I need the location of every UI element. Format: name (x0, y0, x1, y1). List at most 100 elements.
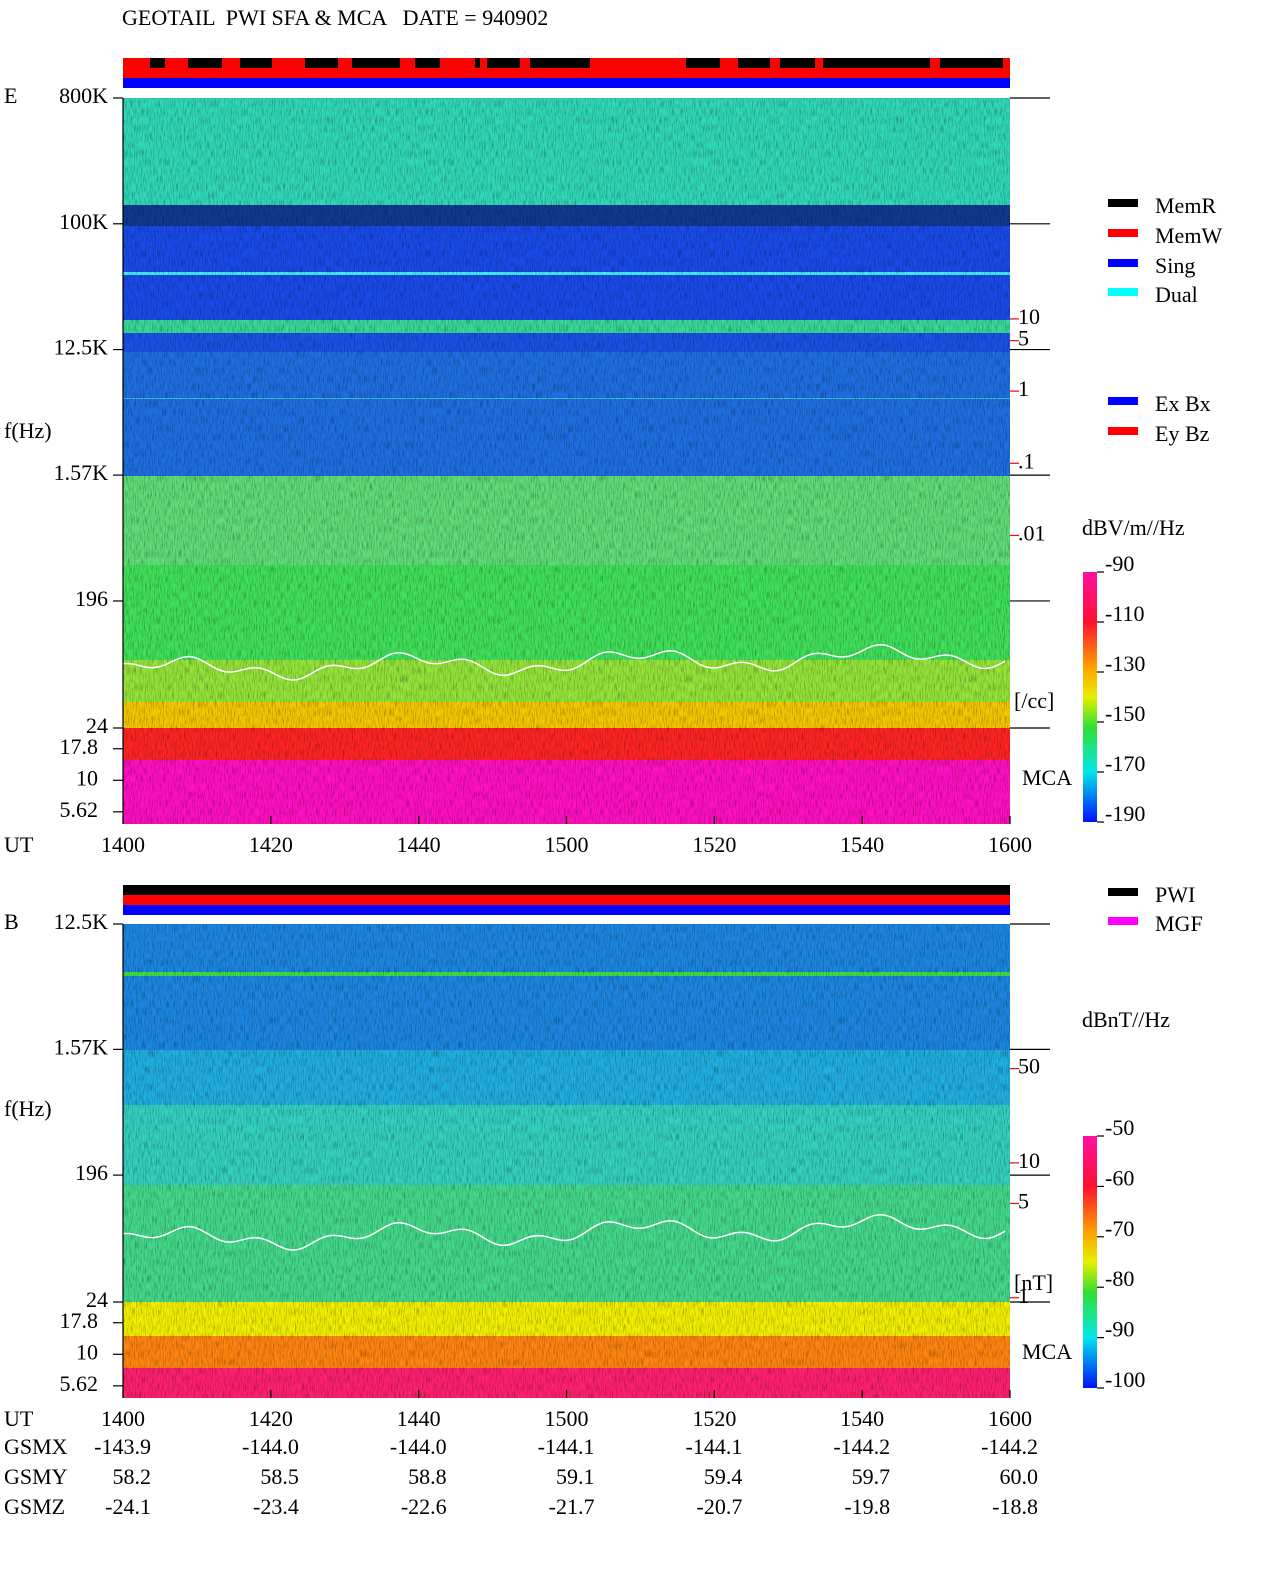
x-tick-label: 1440 (397, 1406, 441, 1431)
density-trace (122, 643, 1006, 681)
status-bar (123, 895, 1010, 905)
status-bar (123, 58, 1010, 68)
legend-label: Ex Bx (1155, 391, 1211, 416)
legend-swatch (1108, 229, 1138, 237)
colorbar-tick-label: -50 (1105, 1115, 1134, 1140)
colorbar-tick-label: -80 (1105, 1266, 1134, 1291)
legend-label: Dual (1155, 282, 1198, 307)
colorbar-tick-label: -90 (1105, 1317, 1134, 1342)
x-tick-label: 1500 (545, 1406, 589, 1431)
x-axis-label: UT (4, 1406, 34, 1431)
legend-swatch (1108, 259, 1138, 267)
orbit-value: -19.8 (844, 1494, 890, 1519)
orbit-value: 60.0 (1000, 1464, 1039, 1489)
y2-tick-label: .1 (1018, 448, 1035, 473)
orbit-value: -144.0 (242, 1434, 299, 1459)
status-segment (590, 58, 686, 68)
density-trace (122, 1213, 1006, 1251)
orbit-value: -22.6 (401, 1494, 447, 1519)
orbit-value: 58.8 (408, 1464, 447, 1489)
x-tick-label: 1600 (988, 1406, 1032, 1431)
legend-swatch (1108, 888, 1138, 896)
orbit-value: -144.1 (686, 1434, 743, 1459)
y2-tick-label: 5 (1018, 1189, 1029, 1214)
status-segment (123, 58, 150, 68)
legend-label: Sing (1155, 253, 1195, 278)
y-tick-label: 1.57K (54, 1034, 109, 1059)
x-tick-label: 1520 (692, 832, 736, 857)
y2-tick-label: 5 (1018, 326, 1029, 351)
status-segment (815, 58, 823, 68)
orbit-value: -144.2 (833, 1434, 890, 1459)
x-tick-label: 1420 (249, 832, 293, 857)
status-segment (720, 58, 738, 68)
status-bar (123, 905, 1010, 915)
y-tick-label: 12.5K (54, 335, 109, 360)
status-segment (930, 58, 940, 68)
mca-label: MCA (1022, 765, 1072, 790)
y2-tick-label: 10 (1018, 304, 1040, 329)
colorbar-tick-label: -100 (1105, 1367, 1145, 1392)
mca-tick-label: 17.8 (60, 1308, 99, 1333)
status-segment (1003, 58, 1010, 68)
y2-tick-label: 1 (1018, 376, 1029, 401)
status-segment (480, 58, 487, 68)
colorbar-label: dBnT//Hz (1082, 1007, 1170, 1032)
y2-tick-label: 10 (1018, 1148, 1040, 1173)
x-tick-label: 1400 (101, 832, 145, 857)
status-segment (770, 58, 780, 68)
colorbar (1083, 1136, 1097, 1388)
status-segment (165, 58, 188, 68)
orbit-value: -21.7 (549, 1494, 595, 1519)
x-tick-label: 1600 (988, 832, 1032, 857)
legend-swatch (1108, 917, 1138, 925)
status-segment (272, 58, 305, 68)
y-tick-label: 196 (75, 1160, 108, 1185)
orbit-name: GSMX (4, 1434, 68, 1459)
spectrogram-texture (123, 924, 1010, 1398)
legend-label: MemR (1155, 193, 1216, 218)
orbit-value: -23.4 (253, 1494, 299, 1519)
y2-tick-label: 1 (1018, 1283, 1029, 1308)
page-title: GEOTAIL PWI SFA & MCA DATE = 940902 (122, 5, 548, 30)
legend-label: Ey Bz (1155, 421, 1210, 446)
legend-swatch (1108, 427, 1138, 435)
mca-tick-label: 5.62 (60, 1371, 99, 1396)
y-tick-label: 100K (59, 209, 108, 234)
status-segment (520, 58, 530, 68)
mca-tick-label: 10 (76, 1339, 98, 1364)
colorbar-tick-label: -60 (1105, 1165, 1134, 1190)
colorbar-tick-label: -170 (1105, 751, 1145, 776)
status-bar (123, 78, 1010, 88)
y-tick-label: 24 (86, 713, 108, 738)
colorbar-tick-label: -70 (1105, 1216, 1134, 1241)
status-segment (440, 58, 475, 68)
colorbar-label: dBV/m//Hz (1082, 515, 1185, 540)
orbit-value: -144.2 (981, 1434, 1038, 1459)
y2-axis-label: [nT] (1014, 1270, 1053, 1295)
x-tick-label: 1500 (545, 832, 589, 857)
y2-tick-label: 50 (1018, 1054, 1040, 1079)
spectrogram-texture (123, 98, 1010, 824)
orbit-value: 59.1 (556, 1464, 595, 1489)
status-bar (123, 885, 1010, 895)
x-tick-label: 1540 (840, 1406, 884, 1431)
panel-label: E (4, 83, 17, 108)
y-axis-label: f(Hz) (4, 1096, 52, 1121)
panel-label: B (4, 909, 19, 934)
legend-label: MGF (1155, 911, 1203, 936)
status-bar (123, 68, 1010, 78)
colorbar-tick-label: -130 (1105, 651, 1145, 676)
status-segment (222, 58, 240, 68)
legend-label: MemW (1155, 223, 1222, 248)
mca-tick-label: 5.62 (60, 797, 99, 822)
y2-tick-label: .01 (1018, 521, 1046, 546)
status-segment (400, 58, 415, 68)
orbit-value: -18.8 (992, 1494, 1038, 1519)
y-tick-label: 12.5K (54, 909, 109, 934)
x-tick-label: 1520 (692, 1406, 736, 1431)
orbit-value: 59.4 (704, 1464, 743, 1489)
mca-tick-label: 10 (76, 765, 98, 790)
x-tick-label: 1400 (101, 1406, 145, 1431)
